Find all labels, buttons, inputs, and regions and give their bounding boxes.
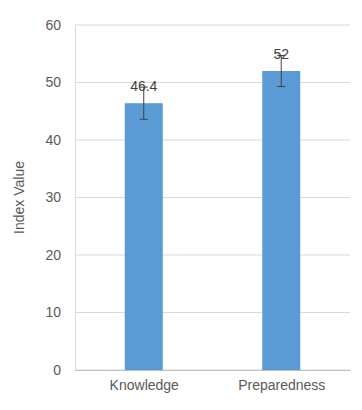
y-tick: 30 bbox=[45, 189, 75, 205]
grid-line bbox=[75, 82, 350, 83]
grid-line bbox=[75, 370, 350, 371]
chart: 0 10 20 30 40 50 60 Knowledge Preparedness Index … bbox=[0, 0, 362, 410]
grid-line bbox=[75, 312, 350, 313]
x-tick: Preparedness bbox=[238, 370, 325, 393]
data-label: 52 bbox=[273, 46, 289, 62]
y-tick: 50 bbox=[45, 74, 75, 90]
x-tick-label: Preparedness bbox=[238, 377, 325, 393]
grid-line bbox=[75, 255, 350, 256]
x-axis: Knowledge Preparedness bbox=[76, 370, 351, 393]
grid-line bbox=[75, 140, 350, 141]
bar bbox=[262, 71, 300, 370]
y-tick-label: 40 bbox=[45, 132, 61, 148]
y-tick-label: 60 bbox=[45, 17, 61, 33]
grid-line bbox=[75, 25, 350, 26]
y-tick-label: 10 bbox=[45, 304, 61, 320]
y-tick-label: 20 bbox=[45, 247, 61, 263]
y-tick-label: 50 bbox=[45, 74, 61, 90]
y-tick-label: 0 bbox=[53, 362, 61, 378]
y-tick: 20 bbox=[45, 247, 75, 263]
grid-line bbox=[75, 197, 350, 198]
y-tick: 10 bbox=[45, 304, 75, 320]
y-tick: 0 bbox=[53, 362, 75, 378]
y-axis: 0 10 20 30 40 50 60 bbox=[45, 17, 75, 378]
y-axis-line bbox=[75, 26, 76, 371]
y-tick: 60 bbox=[45, 17, 75, 33]
y-tick-label: 30 bbox=[45, 189, 61, 205]
grid bbox=[75, 25, 350, 370]
error-bar-cap bbox=[277, 86, 285, 87]
plot-area bbox=[125, 55, 301, 370]
x-tick-label: Knowledge bbox=[110, 377, 179, 393]
x-tick: Knowledge bbox=[110, 370, 179, 393]
bar bbox=[125, 103, 163, 370]
data-labels: 46.4 52 bbox=[130, 46, 289, 94]
error-bar-cap bbox=[140, 119, 148, 120]
y-axis-title: Index Value bbox=[11, 161, 27, 234]
data-label: 46.4 bbox=[130, 78, 157, 94]
x-axis-line bbox=[76, 370, 351, 371]
y-tick: 40 bbox=[45, 132, 75, 148]
